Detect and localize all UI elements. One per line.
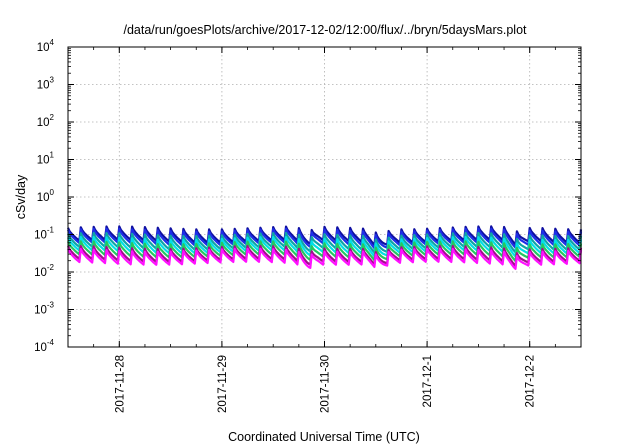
x-tick-label: 2017-12-2 <box>525 355 537 407</box>
y-tick-label: 101 <box>37 151 55 167</box>
y-tick-label: 10-4 <box>34 338 54 354</box>
x-axis-label: Coordinated Universal Time (UTC) <box>228 430 420 444</box>
y-tick-label: 10-3 <box>34 301 54 317</box>
grid <box>68 47 581 347</box>
series-line-1 <box>67 225 583 247</box>
series-line-5 <box>66 240 583 263</box>
chart-title: /data/run/goesPlots/archive/2017-12-02/1… <box>123 23 527 37</box>
series-line-6 <box>67 244 583 267</box>
y-tick-label: 10-2 <box>34 263 54 279</box>
x-tick-label: 2017-11-29 <box>217 355 229 413</box>
series-line-2 <box>66 227 583 250</box>
y-tick-label: 102 <box>37 113 55 129</box>
y-tick-label: 103 <box>37 76 55 92</box>
y-axis: 10-4 10-3 10-2 10-1 100 101 102 103 104 <box>34 38 581 354</box>
x-tick-label: 2017-11-28 <box>114 355 126 413</box>
x-axis: 2017-11-28 2017-11-29 2017-11-30 2017-12-1 2… <box>67 47 582 413</box>
series-line-3 <box>66 231 583 254</box>
series-line-4 <box>67 235 583 258</box>
y-axis-label: cSv/day <box>14 174 28 219</box>
y-tick-label: 104 <box>37 38 55 54</box>
x-tick-label: 2017-11-30 <box>320 355 332 413</box>
y-tick-label: 10-1 <box>34 226 54 242</box>
y-tick-label: 100 <box>37 188 55 204</box>
series-line-7 <box>67 247 583 270</box>
x-tick-label: 2017-12-1 <box>422 355 434 407</box>
series-lines <box>66 225 583 270</box>
